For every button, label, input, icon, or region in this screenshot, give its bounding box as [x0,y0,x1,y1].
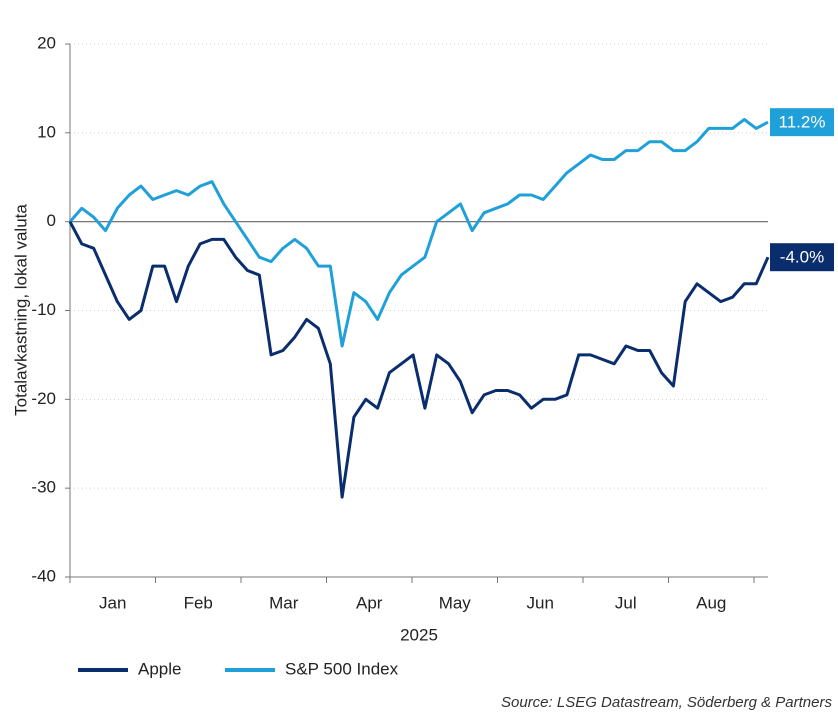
y-tick-label: -40 [31,566,56,585]
y-tick-label: 0 [47,211,56,230]
x-tick-label: Mar [269,593,299,612]
x-tick-label: Apr [356,593,383,612]
legend-label: Apple [138,659,181,678]
y-tick-label: 20 [37,33,56,52]
x-axis-label: 2025 [400,625,438,644]
x-tick-label: Jul [615,593,637,612]
x-tick-label: Feb [184,593,213,612]
x-tick-label: Jan [99,593,126,612]
y-tick-label: -10 [31,300,56,319]
x-tick-label: May [439,593,472,612]
x-tick-label: Jun [527,593,554,612]
source: Source: LSEG Datastream, Söderberg & Par… [501,694,832,711]
end-label-box [770,243,834,272]
series-line [68,220,770,499]
y-tick-label: 10 [37,122,56,141]
series-line [68,118,769,348]
x-tick-label: Aug [696,593,726,612]
legend-label: S&P 500 Index [285,659,399,678]
y-axis-label: Totalavkastning, lokal valuta [11,204,30,416]
y-tick-label: -30 [31,478,56,497]
end-label: -4.0% [780,248,824,267]
y-tick-label: -20 [31,389,56,408]
end-label: 11.2% [779,113,826,132]
end-label-box [770,108,834,137]
